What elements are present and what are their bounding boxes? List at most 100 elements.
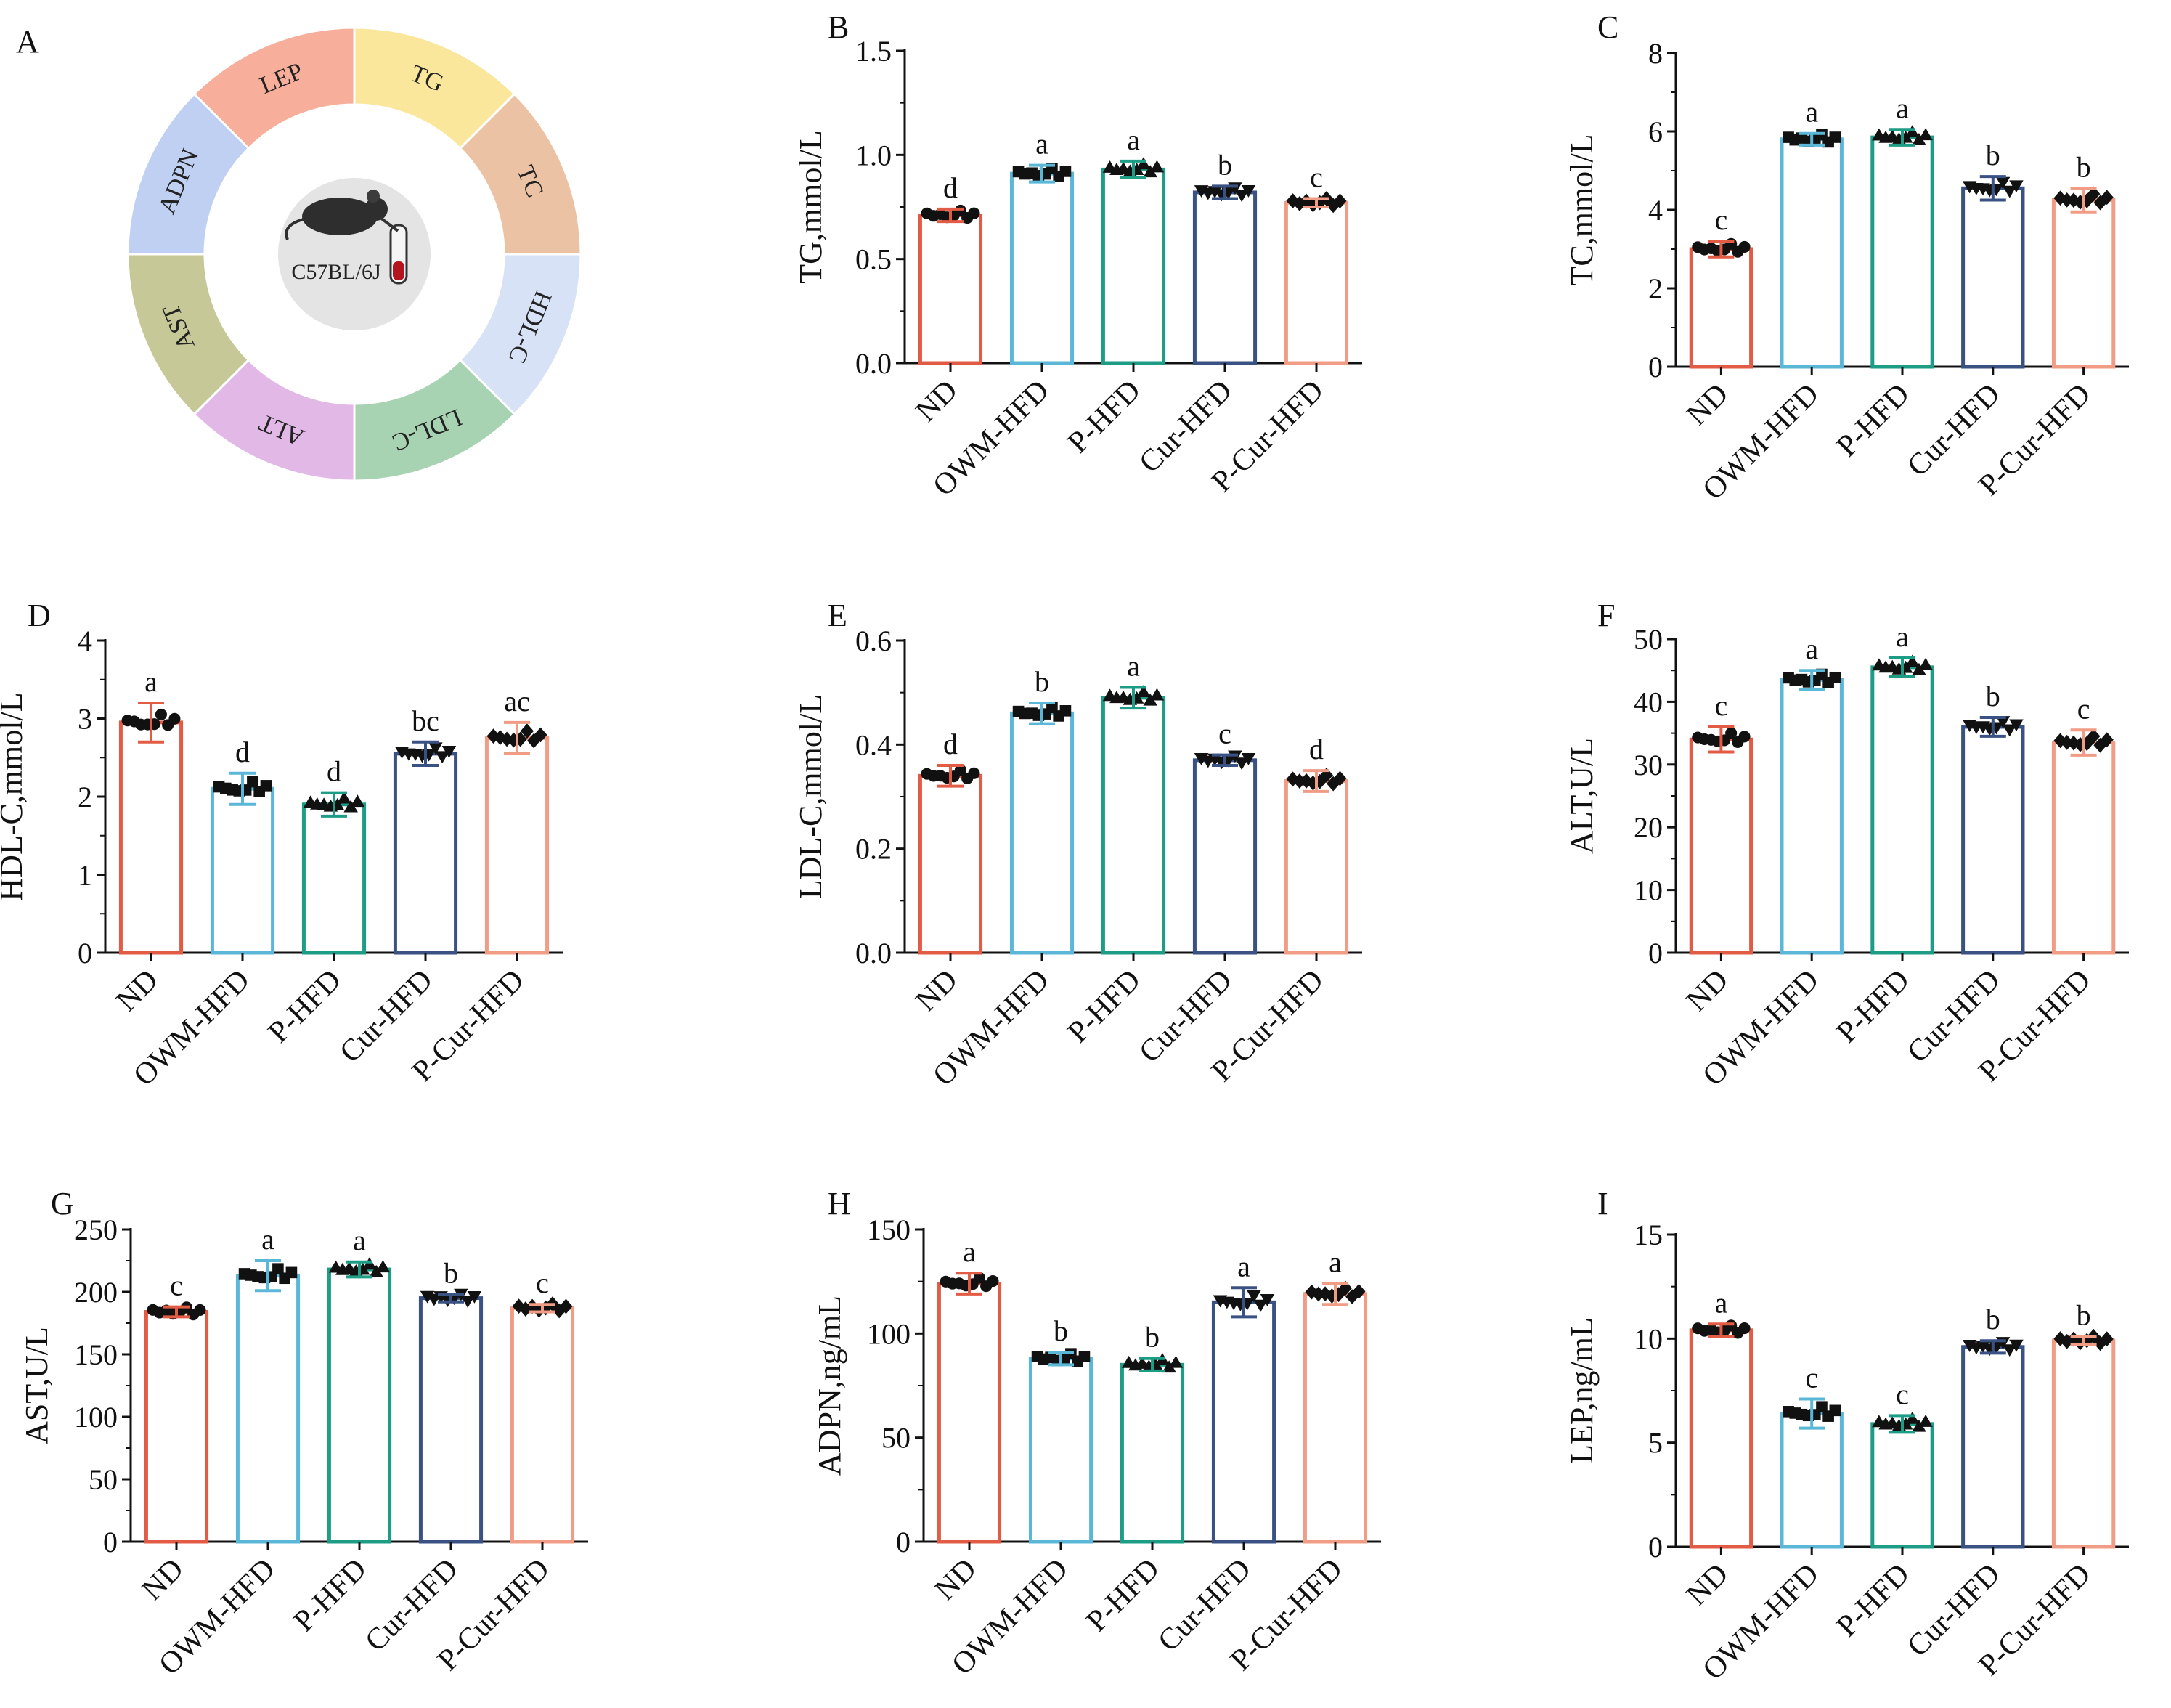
bar-nd	[144, 1310, 209, 1544]
data-point	[2009, 180, 2024, 193]
significance-label: b	[1986, 680, 2000, 712]
y-tick-label: 10	[1634, 1322, 1663, 1355]
significance-label: c	[1896, 1378, 1909, 1410]
data-point	[1300, 773, 1313, 789]
data-point	[428, 742, 443, 755]
data-point	[1918, 128, 1933, 141]
data-point	[155, 708, 167, 720]
panel-label-d: D	[28, 598, 51, 633]
y-tick-label: 0	[103, 1526, 118, 1558]
data-point	[2060, 1333, 2074, 1349]
data-point	[435, 751, 449, 764]
data-point	[1286, 193, 1300, 208]
data-point	[1918, 657, 1933, 670]
significance-label: c	[1805, 1361, 1818, 1394]
x-tick-label: P-HFD	[1830, 964, 1916, 1049]
blood-tube-icon	[379, 216, 408, 285]
y-tick-label: 1.0	[855, 139, 892, 171]
y-tick-label: 5	[1648, 1427, 1663, 1460]
data-point	[1241, 753, 1256, 765]
data-point	[1136, 685, 1151, 698]
significance-label: d	[943, 171, 958, 204]
data-point	[2002, 185, 2017, 198]
significance-label: c	[1218, 717, 1231, 750]
x-tick-label: ND	[910, 964, 964, 1018]
significance-label: b	[1986, 1303, 2000, 1335]
data-point	[1327, 198, 1340, 214]
data-point	[1725, 727, 1738, 739]
bar-owm-hfd	[1780, 1412, 1844, 1549]
data-point	[1333, 193, 1347, 209]
bar-nd	[1689, 247, 1754, 369]
data-point	[1292, 773, 1306, 789]
bar-p-hfd	[1101, 167, 1166, 365]
chart-panel-h: H050100150ADPN,ng/mLaNDbOWM-HFDbP-HFDaCu…	[812, 1186, 1381, 1681]
y-axis-title: ALT,U/L	[1564, 738, 1600, 854]
data-point	[460, 1296, 475, 1308]
data-point	[1319, 768, 1333, 783]
y-axis-title: ADPN,ng/mL	[812, 1296, 847, 1476]
bar-nd	[1689, 737, 1754, 955]
x-tick-label: P-HFD	[1830, 378, 1916, 463]
mouse-body	[302, 198, 378, 235]
data-point	[1816, 1401, 1828, 1413]
x-tick-label: ND	[929, 1553, 983, 1607]
y-tick-label: 150	[74, 1338, 118, 1371]
data-point	[1143, 693, 1157, 706]
data-point	[2100, 1331, 2114, 1347]
bar-cur-hfd	[418, 1296, 484, 1544]
bar-p-cur-hfd	[2051, 1338, 2116, 1549]
data-point	[467, 1291, 482, 1304]
bar-p-cur-hfd	[2051, 741, 2116, 955]
data-point	[968, 767, 980, 779]
panel-label-h: H	[828, 1186, 851, 1221]
y-tick-label: 3	[78, 703, 92, 736]
data-point	[1918, 1414, 1933, 1427]
bar-p-hfd	[1870, 1422, 1934, 1549]
bar-cur-hfd	[1192, 190, 1258, 365]
y-tick-label: 200	[74, 1276, 118, 1309]
data-point	[954, 204, 966, 216]
data-point	[337, 791, 351, 804]
data-point	[518, 1301, 532, 1317]
data-point	[168, 712, 181, 725]
data-point	[1345, 1289, 1359, 1304]
y-tick-label: 10	[1634, 874, 1663, 907]
bar-p-cur-hfd	[1303, 1292, 1368, 1544]
y-tick-label: 0.6	[855, 625, 892, 657]
data-point	[1333, 770, 1347, 786]
y-tick-label: 50	[1634, 623, 1663, 656]
data-point	[1829, 131, 1841, 143]
tube-blood	[393, 261, 404, 280]
chart-panel-d: D01234HDL-C,mmol/LaNDdOWM-HFDdP-HFDbcCur…	[0, 598, 563, 1092]
data-point	[1059, 705, 1072, 717]
data-point	[1207, 753, 1222, 766]
bar-owm-hfd	[1780, 678, 1844, 955]
y-tick-label: 20	[1634, 811, 1663, 844]
panel-label-a: A	[16, 24, 39, 60]
y-tick-label: 2	[1648, 272, 1663, 305]
x-tick-label: P-HFD	[288, 1553, 373, 1638]
data-point	[1912, 1419, 1926, 1432]
significance-label: c	[2077, 692, 2090, 725]
y-axis-title: AST,U/L	[19, 1327, 54, 1444]
significance-label: a	[144, 665, 158, 698]
wheel-segment-adpn	[126, 92, 250, 256]
bar-nd	[937, 1282, 1002, 1544]
bar-owm-hfd	[1009, 711, 1075, 955]
data-point	[1995, 716, 2011, 729]
y-tick-label: 50	[881, 1422, 911, 1455]
data-point	[369, 1264, 383, 1277]
data-point	[1241, 184, 1256, 198]
significance-label: a	[353, 1224, 366, 1257]
bar-p-cur-hfd	[1284, 200, 1349, 365]
bar-owm-hfd	[235, 1274, 301, 1544]
y-tick-label: 100	[74, 1401, 118, 1434]
y-tick-label: 0	[896, 1526, 911, 1558]
significance-label: b	[1035, 665, 1049, 698]
y-tick-label: 150	[867, 1213, 911, 1246]
mouse-head	[364, 198, 388, 221]
data-point	[1829, 1404, 1841, 1417]
data-point	[2100, 732, 2114, 748]
